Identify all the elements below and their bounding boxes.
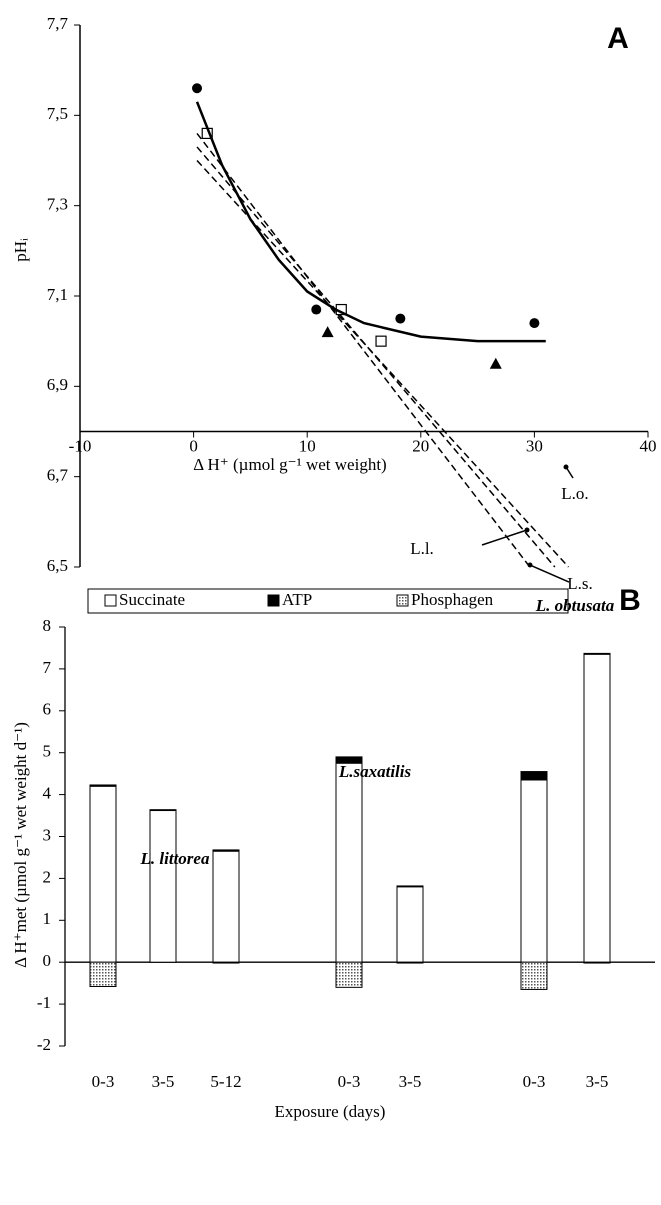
bar-segment	[89, 784, 117, 787]
annotation-arrow	[529, 564, 570, 583]
y-tick-label: 7,7	[47, 14, 69, 33]
bar-segment	[335, 756, 363, 764]
arrow-head	[524, 527, 530, 533]
y-tick-label: 1	[43, 909, 52, 928]
bar-segment	[396, 961, 424, 964]
x-tick-label: 0-3	[92, 1072, 115, 1091]
annotation: L.s.	[567, 574, 593, 593]
bar-segment	[89, 785, 117, 963]
bar-segment	[212, 849, 240, 852]
point	[489, 357, 502, 369]
y-tick-label: 7,3	[47, 195, 68, 214]
group-label: L. obtusata	[535, 596, 615, 615]
x-axis-label: Δ H⁺ (µmol g⁻¹ wet weight)	[193, 455, 386, 474]
x-tick-label: 0-3	[523, 1072, 546, 1091]
legend-box	[87, 588, 569, 614]
group-label: L. littorea	[140, 849, 210, 868]
y-tick-label: 0	[43, 951, 52, 970]
bar-segment	[520, 779, 548, 963]
fit-line-dashed	[196, 132, 531, 568]
y-tick-label: 7	[43, 658, 52, 677]
fit-line-dashed	[196, 159, 570, 568]
y-tick-label: 5	[43, 742, 52, 761]
y-axis-label: pHᵢ	[11, 238, 30, 262]
point	[192, 83, 203, 94]
y-tick-label: 4	[43, 784, 52, 803]
bar-segment	[583, 652, 611, 655]
point	[529, 318, 540, 329]
legend-swatch	[267, 594, 280, 607]
bar-segment	[149, 810, 177, 963]
x-axis-label: Exposure (days)	[275, 1102, 386, 1121]
legend-label: Phosphagen	[411, 590, 494, 609]
y-tick-label: -2	[37, 1035, 51, 1054]
y-tick-label: 6,9	[47, 375, 68, 394]
bar-segment	[520, 961, 548, 990]
x-tick-label: 3-5	[399, 1072, 422, 1091]
legend-swatch	[104, 594, 117, 607]
y-tick-label: 7,1	[47, 285, 68, 304]
point	[321, 326, 334, 338]
bar-segment	[149, 809, 177, 812]
annotation-arrow	[481, 529, 528, 546]
x-tick-label: 3-5	[152, 1072, 175, 1091]
bar-segment	[89, 961, 117, 988]
annotation: L.l.	[410, 539, 434, 558]
arrow-head	[527, 562, 533, 568]
legend-label: Succinate	[119, 590, 185, 609]
panel-label: B	[619, 584, 641, 617]
point	[311, 304, 322, 315]
legend-swatch	[396, 594, 409, 607]
x-tick-label: 0-3	[338, 1072, 361, 1091]
y-tick-label: 7,5	[47, 104, 68, 123]
x-tick-label: 40	[640, 436, 657, 455]
point	[375, 335, 387, 347]
panel-label: A	[607, 22, 629, 55]
x-tick-label: 20	[412, 436, 429, 455]
x-tick-label: 10	[299, 436, 316, 455]
bar-segment	[335, 961, 363, 988]
fit-curve	[195, 101, 546, 343]
x-tick-label: 0	[189, 436, 198, 455]
x-tick-label: -10	[69, 436, 92, 455]
bar-segment	[212, 961, 240, 964]
y-axis-label: Δ H⁺met (µmol g⁻¹ wet weight d⁻¹)	[11, 722, 30, 968]
bar-segment	[396, 885, 424, 888]
bar-segment	[520, 771, 548, 781]
annotation: L.o.	[561, 484, 588, 503]
x-tick-label: 30	[526, 436, 543, 455]
x-tick-label: 3-5	[586, 1072, 609, 1091]
y-tick-label: -1	[37, 993, 51, 1012]
y-tick-label: 2	[43, 867, 52, 886]
bar-segment	[335, 762, 363, 963]
point	[395, 313, 406, 324]
x-tick-label: 5-12	[210, 1072, 241, 1091]
y-tick-label: 6	[43, 700, 52, 719]
y-tick-label: 8	[43, 616, 52, 635]
y-tick-label: 6,5	[47, 556, 68, 575]
bar-segment	[583, 653, 611, 963]
y-tick-label: 3	[43, 825, 52, 844]
group-label: L.saxatilis	[338, 762, 412, 781]
legend-label: ATP	[282, 590, 312, 609]
bar-segment	[396, 886, 424, 963]
bar-segment	[583, 961, 611, 964]
arrow-head	[563, 464, 569, 470]
bar-segment	[212, 850, 240, 963]
y-tick-label: 6,7	[47, 466, 69, 485]
